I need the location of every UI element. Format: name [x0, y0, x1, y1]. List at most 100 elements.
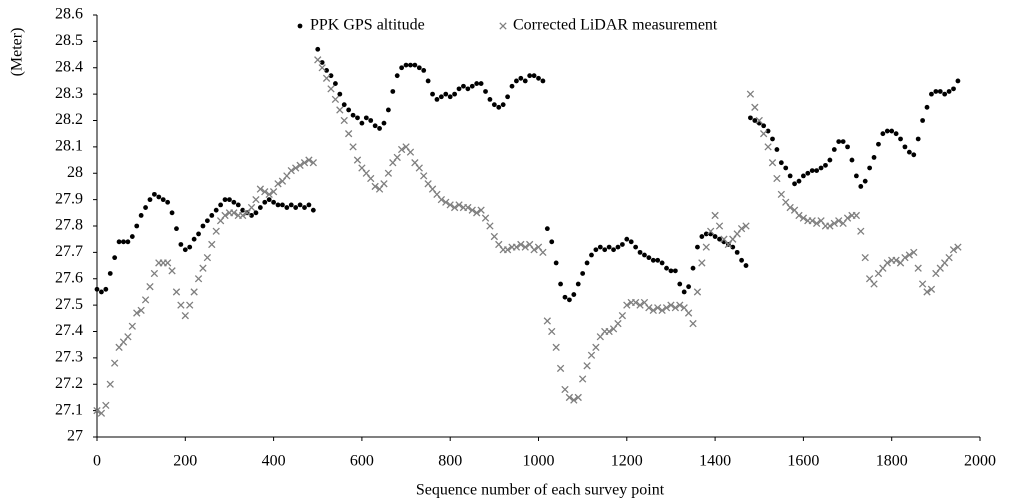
data-point [937, 89, 943, 94]
data-point [539, 248, 547, 257]
data-point [955, 78, 961, 84]
y-tick-label: 27 [67, 428, 83, 445]
data-point [318, 64, 326, 72]
y-tick-label: 27.8 [55, 217, 83, 234]
data-point [602, 247, 608, 253]
data-point [256, 185, 265, 193]
data-point [443, 91, 449, 97]
data-point [565, 393, 574, 402]
data-point [269, 188, 278, 196]
data-point [615, 244, 621, 250]
data-point [902, 144, 908, 150]
data-point [849, 157, 855, 163]
data-point [717, 236, 722, 242]
data-point [146, 283, 154, 291]
data-point [483, 89, 488, 94]
data-point [619, 242, 625, 247]
data-point [490, 232, 499, 241]
data-point [368, 118, 374, 123]
data-point [415, 164, 423, 172]
data-point [129, 234, 135, 239]
data-point [867, 165, 873, 171]
data-point [94, 286, 100, 292]
data-point [191, 236, 197, 242]
data-point [305, 156, 313, 164]
data-point [858, 184, 864, 189]
data-point [614, 319, 622, 328]
data-point [412, 62, 418, 68]
data-point [571, 292, 577, 297]
data-point [452, 91, 458, 97]
data-point [840, 139, 846, 145]
data-point [808, 217, 816, 225]
data-point [438, 94, 444, 100]
data-point [703, 231, 709, 237]
x-tick-label: 600 [350, 453, 374, 470]
data-point [315, 46, 321, 52]
data-point [830, 219, 838, 228]
data-point [284, 205, 290, 210]
data-point [194, 275, 203, 283]
data-point [540, 78, 546, 84]
data-point [876, 141, 881, 147]
data-point [447, 94, 453, 100]
data-point [163, 259, 172, 267]
data-point [748, 115, 753, 121]
data-point [805, 170, 811, 176]
data-point [826, 222, 834, 230]
y-tick-label: 28.5 [55, 32, 83, 49]
data-point [578, 375, 587, 383]
data-point [487, 97, 493, 102]
data-point [889, 128, 895, 134]
data-point [309, 159, 317, 167]
data-point [695, 244, 700, 250]
data-point [350, 112, 356, 118]
data-point [141, 296, 150, 304]
data-point [927, 285, 936, 293]
data-point [168, 267, 176, 275]
data-point [300, 159, 309, 167]
data-point [914, 264, 922, 272]
data-point [893, 131, 899, 137]
data-point [456, 86, 462, 92]
data-point [556, 364, 565, 373]
data-point [212, 227, 220, 235]
data-point [349, 143, 357, 151]
data-point [103, 286, 109, 292]
data-point [672, 268, 678, 274]
data-point [778, 160, 784, 166]
data-point [536, 75, 541, 81]
data-point [473, 209, 481, 217]
data-point [751, 103, 759, 111]
data-point [823, 162, 828, 168]
data-point [274, 180, 282, 188]
data-point [527, 73, 533, 79]
data-point [178, 242, 184, 247]
data-point [911, 152, 917, 158]
data-point [562, 294, 568, 300]
data-point [871, 155, 877, 160]
data-point [420, 172, 428, 180]
data-point [768, 159, 777, 167]
data-point [505, 94, 510, 100]
data-point [292, 164, 300, 172]
data-point [655, 257, 661, 263]
data-point [799, 214, 808, 222]
data-point [624, 236, 630, 242]
data-point [514, 78, 519, 84]
data-point [664, 265, 669, 271]
x-tick-label: 2000 [964, 453, 996, 470]
data-point [668, 268, 674, 274]
data-point [814, 168, 820, 174]
data-point [901, 253, 909, 262]
data-point [923, 288, 931, 296]
data-point [247, 203, 256, 212]
data-point [801, 173, 806, 179]
data-point [503, 246, 512, 254]
data-point [372, 123, 378, 129]
x-tick-label: 200 [173, 453, 197, 470]
data-point [548, 327, 556, 336]
data-point [421, 67, 427, 73]
data-point [150, 269, 159, 278]
